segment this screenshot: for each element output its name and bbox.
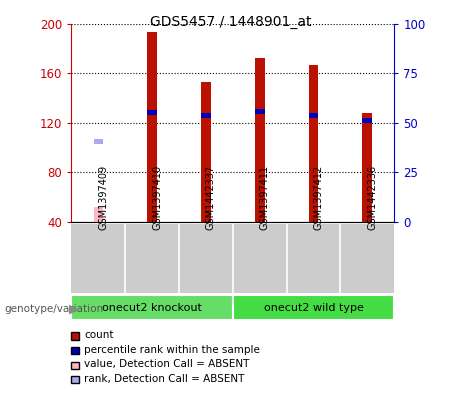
Bar bbox=[255, 58, 265, 222]
Text: GDS5457 / 1448901_at: GDS5457 / 1448901_at bbox=[150, 15, 311, 29]
Bar bbox=[309, 113, 318, 118]
Bar bbox=[233, 295, 394, 320]
Bar bbox=[94, 139, 103, 144]
Text: GSM1397412: GSM1397412 bbox=[313, 164, 324, 230]
Text: onecut2 wild type: onecut2 wild type bbox=[264, 303, 363, 312]
Bar bbox=[148, 32, 157, 222]
Text: rank, Detection Call = ABSENT: rank, Detection Call = ABSENT bbox=[84, 374, 245, 384]
Text: genotype/variation: genotype/variation bbox=[5, 303, 104, 314]
Bar bbox=[201, 82, 211, 222]
Text: GSM1397411: GSM1397411 bbox=[260, 164, 270, 230]
Text: GSM1442336: GSM1442336 bbox=[367, 164, 377, 230]
Bar bbox=[309, 64, 318, 222]
Text: onecut2 knockout: onecut2 knockout bbox=[102, 303, 202, 312]
Text: GSM1442337: GSM1442337 bbox=[206, 164, 216, 230]
Text: GSM1397410: GSM1397410 bbox=[152, 164, 162, 230]
Bar bbox=[201, 113, 211, 118]
Bar bbox=[362, 118, 372, 123]
Bar bbox=[94, 207, 103, 222]
Text: GSM1397409: GSM1397409 bbox=[98, 164, 108, 230]
Text: count: count bbox=[84, 330, 114, 340]
Text: ▶: ▶ bbox=[69, 302, 79, 315]
Text: percentile rank within the sample: percentile rank within the sample bbox=[84, 345, 260, 355]
Bar bbox=[362, 113, 372, 222]
Bar bbox=[71, 295, 233, 320]
Text: value, Detection Call = ABSENT: value, Detection Call = ABSENT bbox=[84, 359, 250, 369]
Bar bbox=[255, 109, 265, 114]
Bar bbox=[148, 110, 157, 116]
